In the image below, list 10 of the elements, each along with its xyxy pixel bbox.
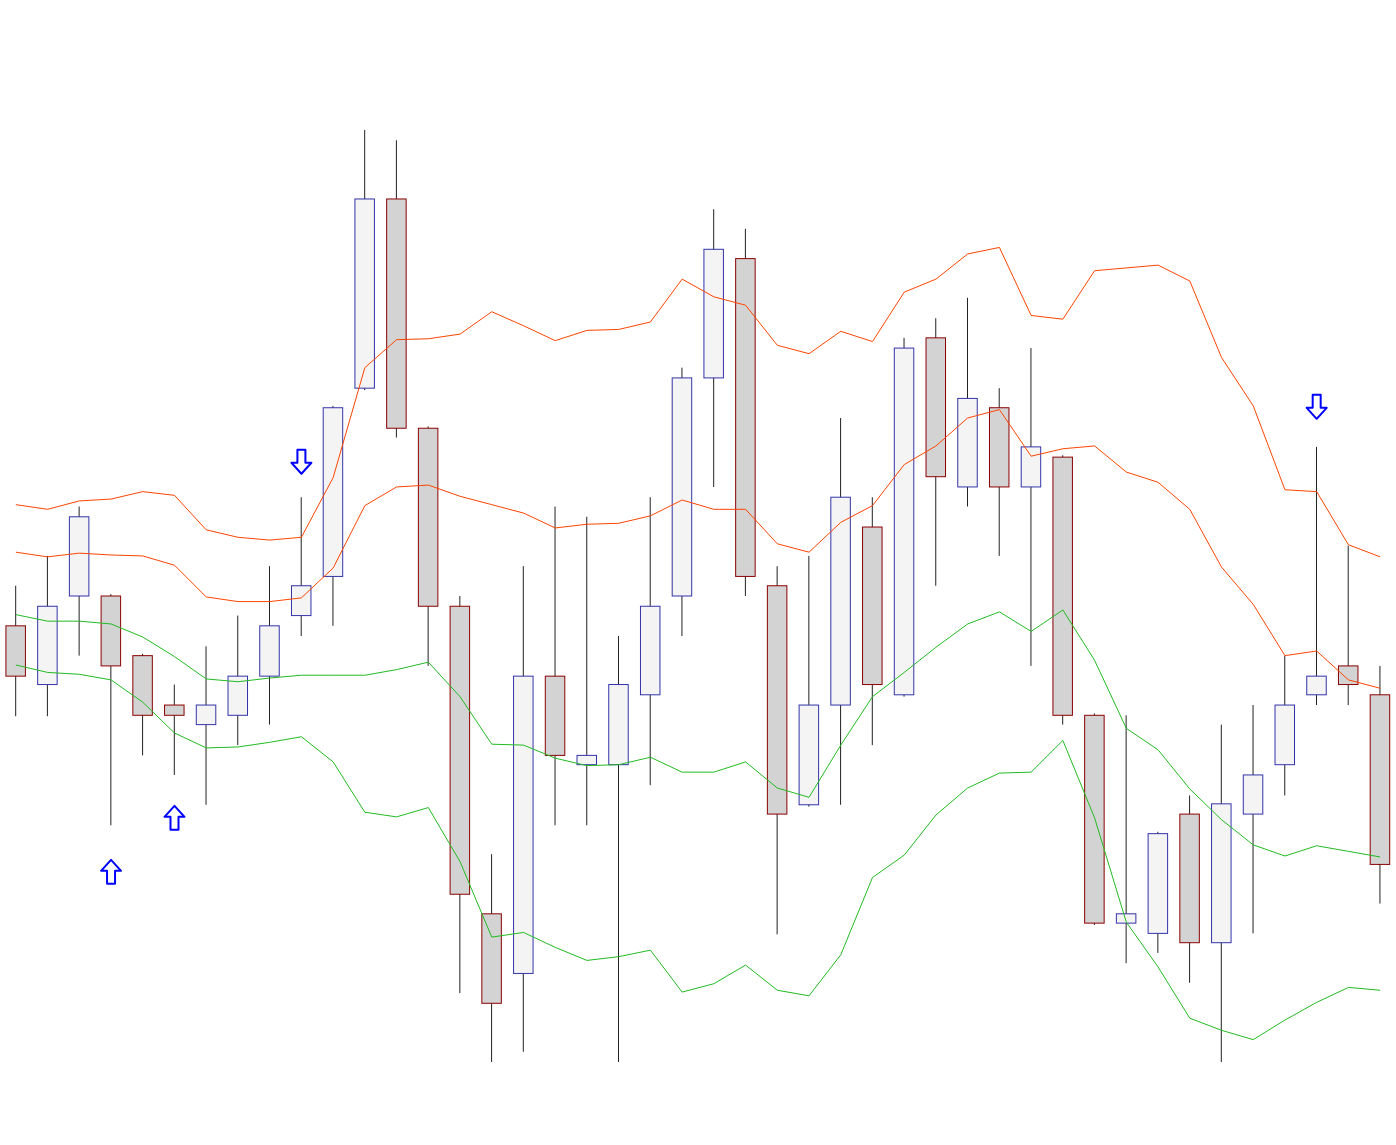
point xyxy=(1305,393,1328,420)
point xyxy=(163,804,186,831)
candlestick xyxy=(164,684,185,776)
point xyxy=(100,858,123,885)
candlestick xyxy=(576,516,598,826)
candlestick xyxy=(1337,545,1359,706)
point xyxy=(290,448,313,475)
candlestick xyxy=(1306,446,1327,706)
candlestick xyxy=(195,645,217,806)
candlestick xyxy=(1115,714,1137,964)
